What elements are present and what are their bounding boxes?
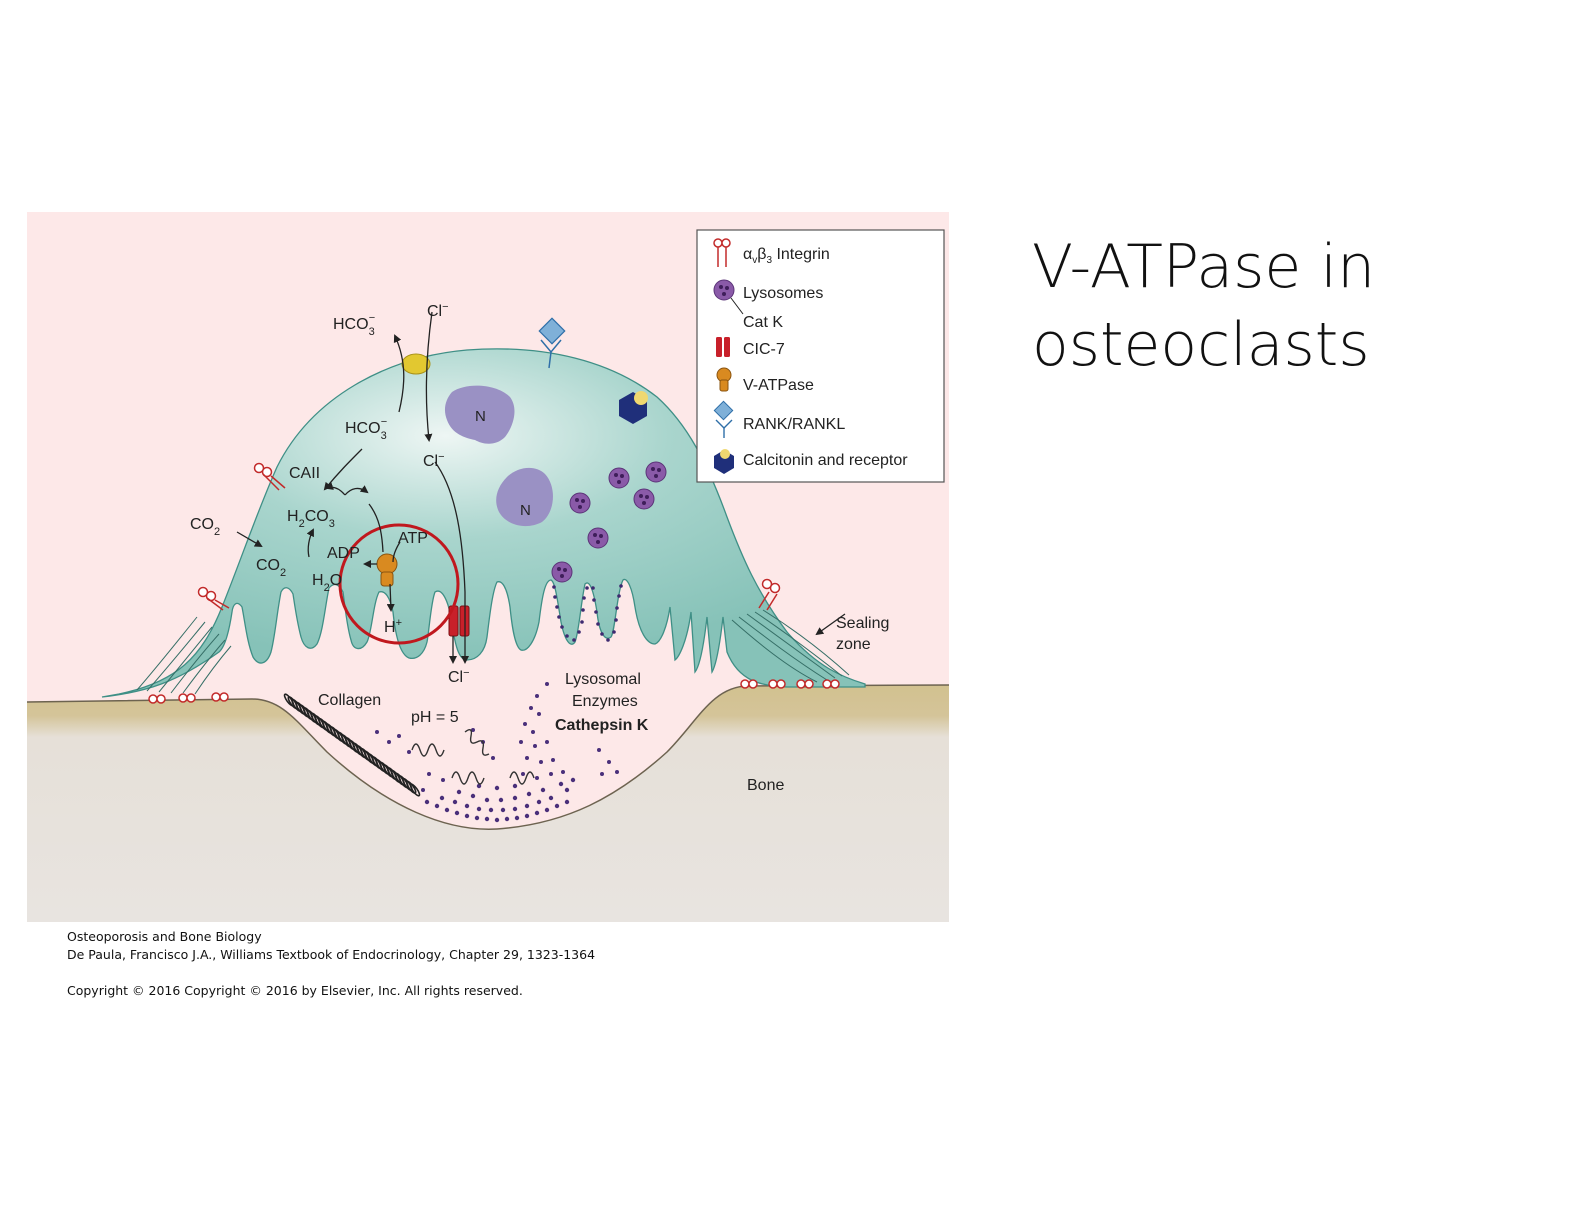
label-sealing: Sealing — [836, 615, 889, 632]
legend-calcitonin-label: Calcitonin and receptor — [743, 452, 908, 469]
collagen-coil-segment — [409, 783, 421, 797]
legend-vatpase-label: V-ATPase — [743, 377, 814, 394]
label-lysosomal: Lysosomal — [565, 671, 641, 688]
label-hco3-out: HCO3− — [333, 312, 375, 338]
label-ph: pH = 5 — [411, 709, 459, 726]
legend-rank-icon — [713, 400, 734, 438]
label-hco3-in: HCO3− — [345, 416, 387, 442]
vatpase-highlight-circle — [338, 523, 460, 645]
legend-catk-pointer — [730, 297, 744, 315]
label-nucleus-2: N — [520, 502, 531, 519]
nucleus-2 — [496, 467, 553, 527]
ruffled-border-enzymes — [552, 584, 623, 642]
legend-lysosomes-label: Lysosomes — [743, 285, 823, 302]
integrin-side — [197, 462, 781, 611]
label-nucleus-1: N — [475, 408, 486, 425]
label-adp: ADP — [327, 545, 360, 562]
sealing-zone-left — [136, 616, 232, 695]
label-cathepsin: Cathepsin K — [555, 717, 649, 734]
caption-source-title: Osteoporosis and Bone Biology — [67, 929, 262, 944]
label-enzymes: Enzymes — [572, 693, 638, 710]
legend-integrin-icon — [713, 238, 731, 267]
legend-rank-label: RANK/RANKL — [743, 416, 845, 433]
label-cl-out: Cl− — [427, 301, 449, 320]
bicarbonate-exchanger — [401, 353, 431, 375]
label-bone: Bone — [747, 777, 784, 794]
label-h-plus: H+ — [384, 617, 402, 636]
legend-calcitonin-icon — [714, 449, 734, 474]
slide-title: V-ATPase in osteoclasts — [1032, 232, 1376, 380]
bone-surface-line — [27, 684, 949, 830]
label-cl-lacuna: Cl− — [448, 667, 470, 686]
caption-copyright: Copyright © 2016 Copyright © 2016 by Els… — [67, 983, 523, 998]
legend: αvβ3 Integrin Lysosomes Cat K CIC-7 V-AT… — [696, 229, 945, 483]
rank-rankl-membrane — [538, 317, 566, 369]
osteoclast-diagram: HCO3− Cl− HCO3− Cl− N N CAII CO2 H2CO3 A… — [27, 212, 949, 922]
label-atp: ATP — [398, 530, 428, 547]
legend-clc7-label: CIC-7 — [743, 341, 785, 358]
label-h2co3: H2CO3 — [287, 508, 335, 530]
calcitonin-receptor-membrane — [619, 391, 648, 424]
collagen-fiber — [283, 693, 421, 797]
legend-catk-label: Cat K — [743, 314, 783, 331]
legend-clc7-icon — [716, 337, 730, 357]
nucleus-1 — [444, 385, 515, 444]
label-caii: CAII — [289, 465, 320, 482]
sealing-zone-right — [731, 609, 850, 683]
osteoclast-cell — [101, 348, 866, 698]
legend-integrin-label: αvβ3 Integrin — [743, 246, 830, 266]
label-co2-inside: CO2 — [256, 557, 286, 579]
lacuna-bottom-dots — [424, 777, 576, 823]
collagen-fragments — [411, 729, 535, 785]
label-h2o: H2O — [312, 572, 342, 594]
reaction-arrows — [236, 311, 846, 664]
bone — [27, 685, 949, 922]
caption-citation: De Paula, Francisco J.A., Williams Textb… — [67, 947, 596, 962]
integrin-attachments — [148, 679, 840, 704]
legend-vatpase-icon — [716, 367, 732, 392]
legend-lysosome-icon — [713, 279, 735, 301]
label-collagen: Collagen — [318, 692, 381, 709]
label-cl-in: Cl− — [423, 451, 445, 470]
lysosomes — [551, 461, 667, 583]
label-co2-outside: CO2 — [190, 516, 220, 538]
label-zone: zone — [836, 636, 871, 653]
